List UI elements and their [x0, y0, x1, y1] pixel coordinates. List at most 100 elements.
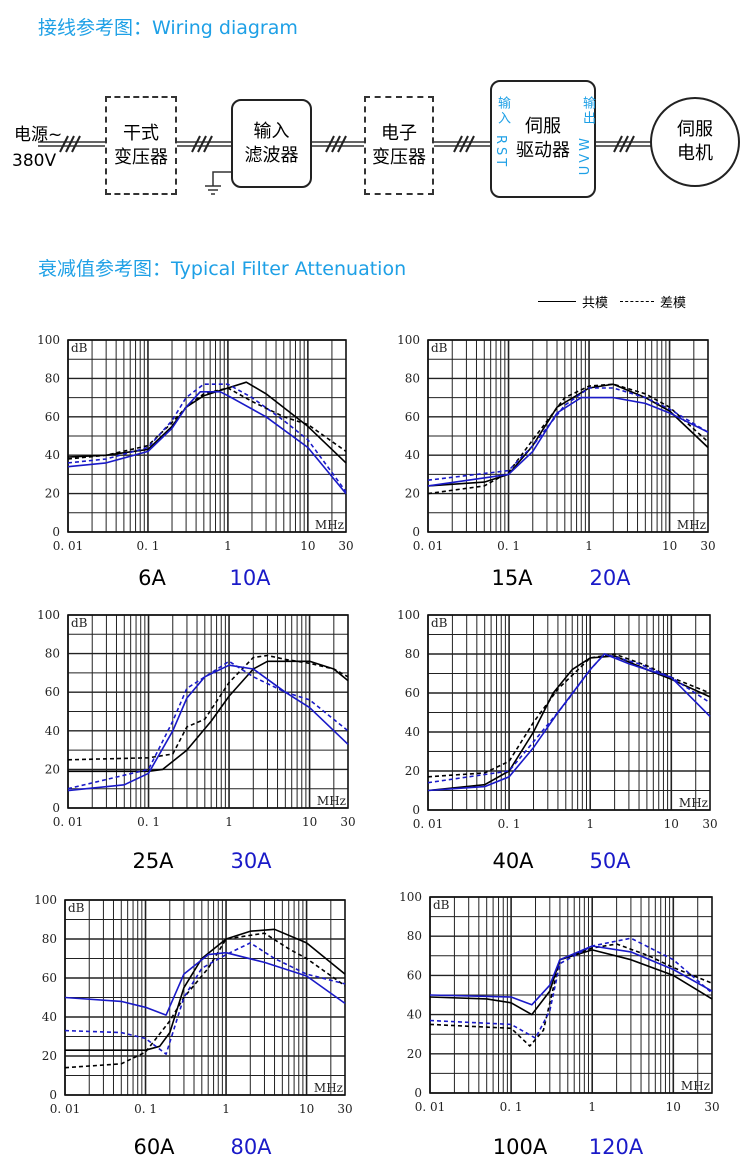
series-line-4 — [429, 937, 713, 1039]
chart-legend: 共模 差模 — [538, 292, 686, 311]
x-axis-label: MHz — [677, 518, 706, 532]
model-label-blue: 120A — [588, 1135, 644, 1159]
model-label-blue: 30A — [230, 849, 272, 873]
y-tick-label: 0 — [414, 1086, 422, 1100]
x-tick-label: 10 — [299, 1102, 314, 1116]
y-tick-label: 60 — [407, 968, 422, 982]
legend-common-mode: 共模 — [582, 296, 609, 311]
wiring-lines — [38, 97, 740, 195]
series-line-3 — [64, 951, 346, 1016]
x-axis-label: MHz — [681, 1079, 710, 1093]
y-tick-label: 0 — [412, 803, 420, 817]
x-tick-label: 10 — [300, 539, 315, 553]
hash-mark — [613, 135, 635, 153]
attenuation-chart: 0 20 40 60 80 100 0. 01 0. 1 1 10 30 dB MHz — [397, 333, 716, 553]
x-tick-label: 30 — [340, 815, 355, 829]
series-line-2 — [429, 943, 713, 1047]
servo-drive-line2: 驱动器 — [516, 140, 570, 161]
dry-transformer-line1: 干式 — [123, 122, 159, 144]
voltage-label: 380V — [12, 151, 57, 171]
y-tick-label: 20 — [405, 764, 420, 778]
y-tick-label: 40 — [405, 448, 420, 462]
servo-drive-box: 伺服 驱动器 — [490, 80, 596, 198]
series-line-2 — [67, 654, 349, 761]
model-label-black: 6A — [138, 566, 166, 590]
x-tick-label: 1 — [225, 815, 233, 829]
servo-drive-line1: 伺服 — [525, 116, 561, 137]
series-line-3 — [429, 945, 713, 1006]
model-label-black: 25A — [132, 849, 174, 873]
servo-motor-circle — [650, 97, 740, 187]
x-axis-label: MHz — [314, 1081, 343, 1095]
x-tick-label: 0. 1 — [497, 539, 520, 553]
legend-differential-mode: 差模 — [660, 296, 687, 311]
x-tick-label: 0. 1 — [500, 1100, 523, 1114]
x-tick-label: 1 — [585, 539, 593, 553]
model-label-black: 100A — [492, 1135, 548, 1159]
attenuation-chart: 0 20 40 60 80 100 0. 01 0. 1 1 10 30 dB MHz — [37, 333, 354, 553]
model-label-blue: 20A — [589, 566, 631, 590]
x-tick-label: 30 — [338, 539, 353, 553]
x-tick-label: 0. 01 — [413, 539, 444, 553]
y-tick-label: 40 — [42, 1010, 57, 1024]
drive-output-label: 输出 — [580, 96, 595, 126]
grid — [64, 899, 346, 1096]
y-axis-label: dB — [68, 901, 85, 915]
y-axis-label: dB — [71, 616, 88, 630]
series-line-4 — [427, 387, 709, 481]
attenuation-chart: 0 20 40 60 80 100 0. 01 0. 1 1 10 30 dB MHz — [397, 608, 718, 831]
attenuation-chart: 0 20 40 60 80 100 0. 01 0. 1 1 10 30 dB MHz — [34, 893, 353, 1116]
y-tick-label: 40 — [405, 725, 420, 739]
model-label-blue: 50A — [589, 849, 631, 873]
y-tick-label: 20 — [407, 1047, 422, 1061]
x-tick-label: 10 — [666, 1100, 681, 1114]
servo-motor: 伺服 电机 — [651, 98, 739, 186]
x-tick-label: 30 — [704, 1100, 719, 1114]
series-line-4 — [67, 660, 349, 790]
x-tick-label: 0. 01 — [53, 815, 84, 829]
dry-transformer-box: 干式 变压器 — [105, 96, 177, 195]
x-tick-label: 1 — [222, 1102, 230, 1116]
y-tick-label: 100 — [37, 608, 60, 622]
hash-mark — [325, 135, 347, 153]
y-axis-label: dB — [433, 898, 450, 912]
y-tick-label: 20 — [45, 762, 60, 776]
y-tick-label: 80 — [407, 929, 422, 943]
x-tick-label: 1 — [224, 539, 232, 553]
hash-mark — [191, 135, 213, 153]
x-tick-label: 0. 01 — [415, 1100, 446, 1114]
x-axis-label: MHz — [317, 794, 346, 808]
y-tick-label: 80 — [405, 647, 420, 661]
x-tick-label: 1 — [588, 1100, 596, 1114]
y-tick-label: 20 — [42, 1049, 57, 1063]
x-tick-label: 10 — [302, 815, 317, 829]
series-line-4 — [64, 942, 346, 1055]
series-line-3 — [67, 664, 349, 792]
power-label: 电源~ — [14, 125, 63, 145]
drive-input-terminals: RST — [493, 135, 508, 170]
series-line-1 — [67, 381, 347, 464]
x-tick-label: 0. 1 — [498, 817, 521, 831]
y-tick-label: 60 — [45, 410, 60, 424]
servo-motor-line2: 电机 — [677, 143, 713, 164]
input-filter-box: 输入 滤波器 — [231, 99, 312, 188]
y-tick-label: 40 — [45, 448, 60, 462]
y-tick-label: 60 — [42, 971, 57, 985]
y-axis-label: dB — [71, 341, 88, 355]
model-label-black: 15A — [491, 566, 533, 590]
x-tick-label: 10 — [662, 539, 677, 553]
x-axis-label: MHz — [315, 518, 344, 532]
legend-dashed-line — [620, 301, 655, 302]
x-tick-label: 0. 01 — [413, 817, 444, 831]
attenuation-chart: 0 20 40 60 80 100 0. 01 0. 1 1 10 30 dB MHz — [37, 608, 356, 829]
series-line-1 — [65, 928, 346, 1051]
plot-frame — [427, 339, 709, 533]
series-line-1 — [429, 949, 713, 1016]
input-filter-line1: 输入 — [253, 120, 290, 142]
dry-transformer-line2: 变压器 — [114, 146, 168, 168]
grid — [427, 339, 709, 533]
x-axis-label: MHz — [679, 796, 708, 810]
y-tick-label: 60 — [405, 410, 420, 424]
series-line-3 — [427, 396, 709, 487]
y-tick-label: 100 — [399, 890, 422, 904]
